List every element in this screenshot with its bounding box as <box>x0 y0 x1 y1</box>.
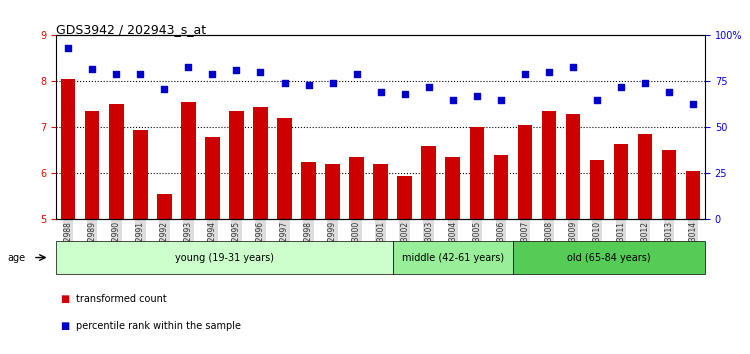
Point <box>447 97 459 103</box>
Bar <box>374 164 388 219</box>
Point <box>182 64 194 69</box>
Bar <box>61 79 76 219</box>
Point <box>278 80 290 86</box>
Point <box>567 64 579 69</box>
Point <box>254 69 266 75</box>
Text: age: age <box>8 252 26 263</box>
Bar <box>590 160 604 219</box>
Bar <box>158 194 172 219</box>
Bar <box>85 111 100 219</box>
Point <box>230 68 242 73</box>
Bar <box>638 135 652 219</box>
Point <box>62 45 74 51</box>
Point <box>110 71 122 77</box>
Bar <box>686 171 700 219</box>
Bar <box>134 130 148 219</box>
Text: young (19-31 years): young (19-31 years) <box>175 252 274 263</box>
Bar <box>614 143 628 219</box>
Point <box>423 84 435 90</box>
Bar <box>566 114 580 219</box>
Text: transformed count: transformed count <box>76 294 167 304</box>
Bar <box>422 146 436 219</box>
Bar <box>254 107 268 219</box>
Bar <box>470 127 484 219</box>
Point <box>134 71 146 77</box>
Bar <box>350 157 364 219</box>
Point <box>687 101 699 106</box>
Point <box>543 69 555 75</box>
Point <box>86 66 98 72</box>
Point <box>639 80 651 86</box>
Point <box>206 71 218 77</box>
Bar <box>326 164 340 219</box>
Point <box>326 80 338 86</box>
Point <box>519 71 531 77</box>
Text: middle (42-61 years): middle (42-61 years) <box>402 252 504 263</box>
Point <box>471 93 483 99</box>
Bar <box>518 125 532 219</box>
Bar <box>109 104 124 219</box>
Bar <box>230 111 244 219</box>
Point <box>350 71 362 77</box>
Bar <box>446 157 460 219</box>
Text: old (65-84 years): old (65-84 years) <box>567 252 651 263</box>
Text: GDS3942 / 202943_s_at: GDS3942 / 202943_s_at <box>56 23 206 36</box>
Point <box>158 86 170 92</box>
Bar <box>494 155 508 219</box>
Bar <box>182 102 196 219</box>
Text: percentile rank within the sample: percentile rank within the sample <box>76 321 242 331</box>
Bar <box>398 176 412 219</box>
Point <box>615 84 627 90</box>
Bar <box>662 150 676 219</box>
Bar <box>542 111 556 219</box>
Point <box>399 91 411 97</box>
Bar <box>206 137 220 219</box>
Bar <box>302 162 316 219</box>
Text: ■: ■ <box>60 294 69 304</box>
Text: ■: ■ <box>60 321 69 331</box>
Point <box>302 82 314 88</box>
Bar <box>278 118 292 219</box>
Point <box>591 97 603 103</box>
Point <box>663 90 675 95</box>
Point <box>374 90 387 95</box>
Point <box>495 97 507 103</box>
